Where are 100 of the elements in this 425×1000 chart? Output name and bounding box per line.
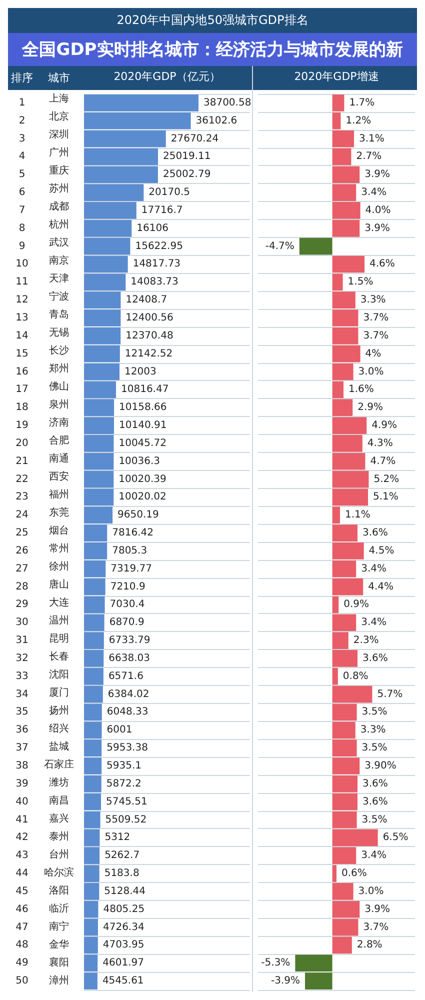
data-label: 3.0% (358, 886, 384, 897)
data-label: 7030.4 (110, 599, 145, 610)
y-tick-label: 28 (16, 581, 28, 592)
data-label: -5.3% (261, 958, 290, 969)
text: 合肥 (49, 434, 69, 446)
y-tick-label: 39 (16, 778, 28, 790)
text: 泉州 (49, 398, 69, 410)
y-tick-label: 44 (16, 868, 28, 880)
data-label: 10816.47 (120, 384, 169, 396)
y-tick-label: 45 (16, 886, 28, 897)
data-label: 2.8% (356, 940, 382, 951)
data-label: 4% (365, 348, 382, 360)
data-label: 5312 (104, 832, 130, 844)
y-tick-label: 48 (16, 940, 28, 951)
data-label: 6.5% (382, 832, 408, 844)
text: 西安 (49, 470, 69, 482)
data-label: 4726.34 (102, 922, 144, 933)
y-tick-label: 1 (18, 97, 26, 108)
data-label: 7210.9 (110, 581, 146, 592)
data-label: 10045.72 (118, 438, 166, 449)
data-label: 3.6% (362, 528, 388, 539)
chart-title: 2020年中国内地50强城市GDP排名 (8, 8, 417, 33)
y-tick-label: 26 (16, 545, 28, 556)
data-label: 15622.95 (135, 240, 183, 252)
y-tick-label: 46 (16, 904, 28, 915)
text: 大连 (49, 596, 69, 608)
text: 昆明 (49, 634, 69, 644)
text: 绍兴 (49, 722, 69, 734)
data-label: 3.5% (362, 814, 388, 826)
y-tick-label: 47 (16, 922, 28, 933)
y-tick-label: 43 (16, 850, 28, 862)
text: 苏州 (49, 182, 69, 194)
data-label: 4.6% (370, 258, 395, 270)
data-label: 6384.02 (108, 688, 150, 700)
text: 南通 (49, 452, 69, 464)
y-tick-label: 34 (16, 688, 28, 700)
data-label: 6733.79 (108, 635, 150, 646)
data-label: 5183.8 (104, 868, 140, 880)
y-tick-label: 12 (16, 294, 28, 306)
y-tick-label: 42 (16, 832, 28, 844)
y-tick-label: 5 (18, 169, 26, 180)
text: 南宁 (49, 920, 69, 932)
data-label: 12003 (124, 366, 156, 378)
data-label: 3.5% (362, 742, 388, 754)
data-label: 3.90% (364, 760, 396, 772)
y-tick-label: 2 (18, 115, 26, 126)
data-label: 4.9% (372, 420, 398, 432)
y-tick-label: 23 (16, 492, 28, 503)
data-label: 3.9% (364, 222, 390, 234)
data-label: 6870.9 (109, 617, 144, 628)
text: 长沙 (49, 344, 69, 356)
y-tick-label: 32 (16, 652, 28, 664)
y-tick-label: 49 (16, 958, 28, 969)
data-label: 5935.1 (106, 760, 142, 772)
data-label: 4703.95 (102, 940, 144, 951)
y-tick-label: 21 (16, 456, 28, 467)
data-label: 1.5% (348, 276, 374, 288)
data-label: 25019.11 (163, 151, 211, 162)
data-label: 7805.3 (112, 545, 148, 556)
data-label: 4.7% (370, 456, 396, 467)
data-label: 3.4% (361, 563, 387, 574)
data-label: 10020.02 (118, 492, 166, 503)
x-axis-title: 2020年GDP（亿元） (114, 70, 220, 83)
y-tick-label: 35 (16, 706, 28, 718)
y-tick-label: 13 (16, 312, 28, 324)
text: 上海 (49, 92, 69, 104)
y-tick-label: 15 (16, 348, 28, 360)
y-tick-label: 37 (16, 742, 28, 754)
text: 成都 (49, 200, 69, 212)
data-label: 5262.7 (104, 850, 140, 862)
y-tick-label: 50 (16, 976, 28, 987)
data-label: -4.7% (265, 240, 294, 252)
data-label: 2.9% (358, 402, 384, 414)
data-label: 5872.2 (106, 778, 142, 790)
data-label: 3.6% (362, 652, 388, 664)
data-label: 4805.25 (103, 904, 145, 915)
data-label: 5.2% (374, 474, 400, 485)
data-label: 3.5% (362, 706, 388, 718)
data-label: 3.0% (358, 366, 384, 378)
data-label: 38700.58 (203, 97, 252, 108)
data-label: 16106 (136, 222, 168, 234)
data-label: 7816.42 (112, 528, 154, 539)
text: 烟台 (49, 524, 69, 536)
data-label: 3.6% (362, 778, 388, 790)
y-tick-label: 16 (16, 366, 28, 378)
y-tick-label: 29 (16, 599, 28, 610)
data-label: 6571.6 (108, 670, 144, 682)
data-label: 17716.7 (141, 204, 183, 216)
text: 天津 (49, 272, 69, 284)
text: 温州 (49, 614, 69, 626)
data-label: 14817.73 (132, 258, 181, 270)
data-label: 3.9% (364, 904, 390, 915)
data-label: 1.6% (348, 384, 374, 396)
data-label: 1.1% (345, 510, 370, 521)
text: 东莞 (49, 506, 69, 518)
data-label: 4.4% (368, 581, 394, 592)
data-label: 5.7% (377, 688, 403, 700)
data-label: 3.4% (361, 187, 387, 198)
text: 长春 (49, 650, 69, 662)
data-label: 10140.91 (119, 420, 167, 432)
